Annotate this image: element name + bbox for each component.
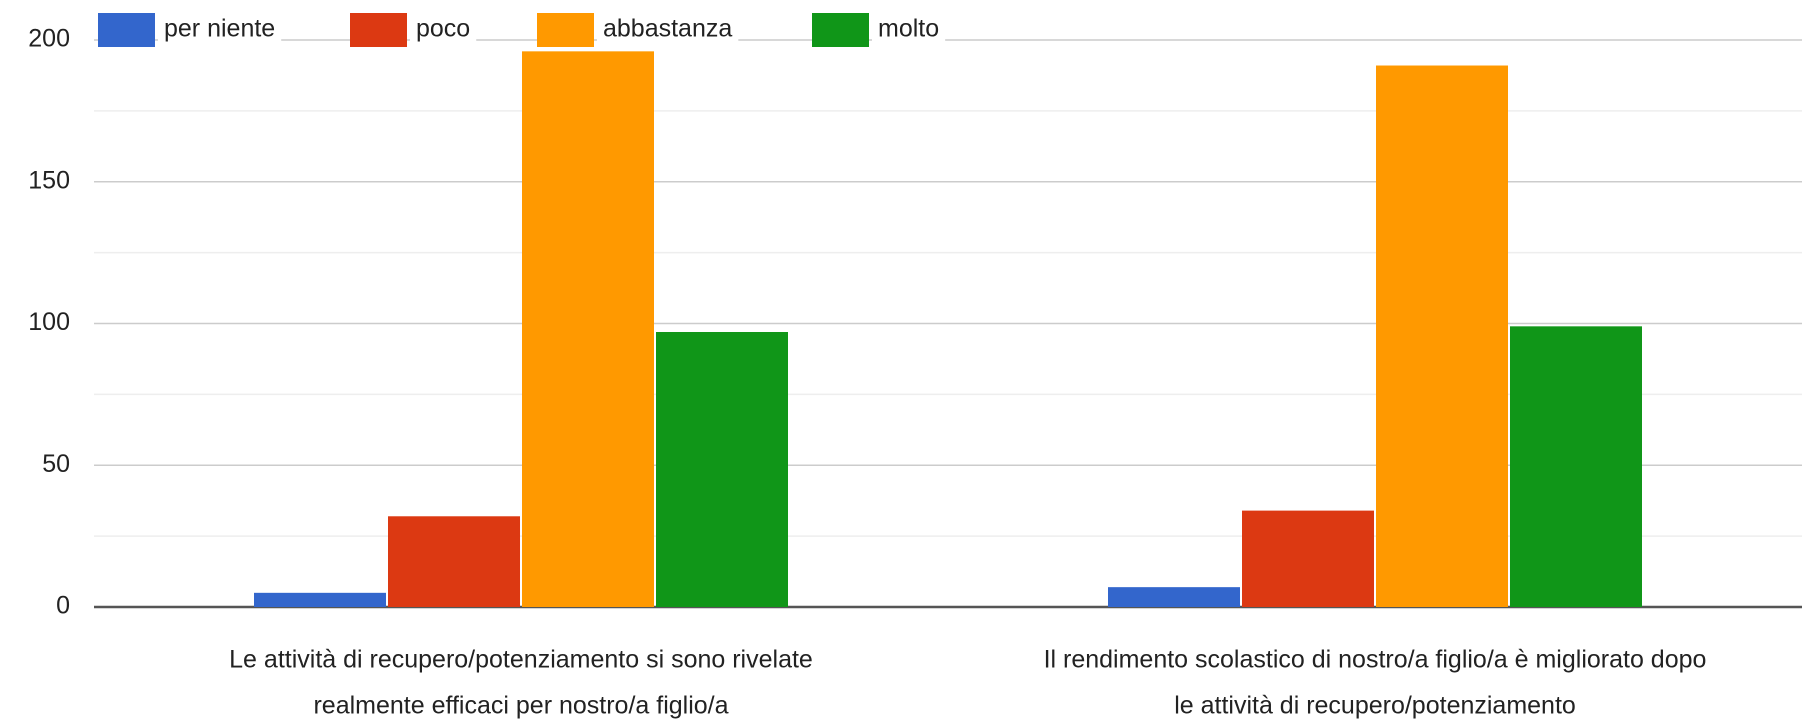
x-tick-label: realmente efficaci per nostro/a figlio/a <box>313 692 728 720</box>
bar <box>1108 587 1240 607</box>
legend-label: per niente <box>164 15 275 43</box>
x-tick-label: Il rendimento scolastico di nostro/a fig… <box>1044 646 1707 674</box>
legend-swatch <box>812 13 869 47</box>
bar <box>1376 65 1508 607</box>
legend-label-bg <box>410 14 477 46</box>
y-tick-label: 100 <box>28 308 70 336</box>
bar <box>254 592 386 607</box>
y-tick-label: 0 <box>56 592 70 620</box>
y-tick-label: 200 <box>28 25 70 53</box>
legend-label-bg <box>158 14 282 46</box>
bar <box>522 51 654 607</box>
legend-swatch <box>350 13 407 47</box>
x-tick-label: Le attività di recupero/potenziamento si… <box>229 646 813 674</box>
y-tick-label: 150 <box>28 166 70 194</box>
legend-label-bg <box>872 14 946 46</box>
bar <box>1242 510 1374 607</box>
bar <box>656 332 788 607</box>
bar <box>388 516 520 607</box>
x-tick-label: le attività di recupero/potenziamento <box>1174 692 1576 720</box>
legend-swatch <box>537 13 594 47</box>
legend-swatch <box>98 13 155 47</box>
bar <box>1510 326 1642 607</box>
legend-label: abbastanza <box>603 15 732 43</box>
legend-label: poco <box>416 15 470 43</box>
y-tick-label: 50 <box>42 450 70 478</box>
legend-label: molto <box>878 15 939 43</box>
legend-label-bg <box>597 14 739 46</box>
